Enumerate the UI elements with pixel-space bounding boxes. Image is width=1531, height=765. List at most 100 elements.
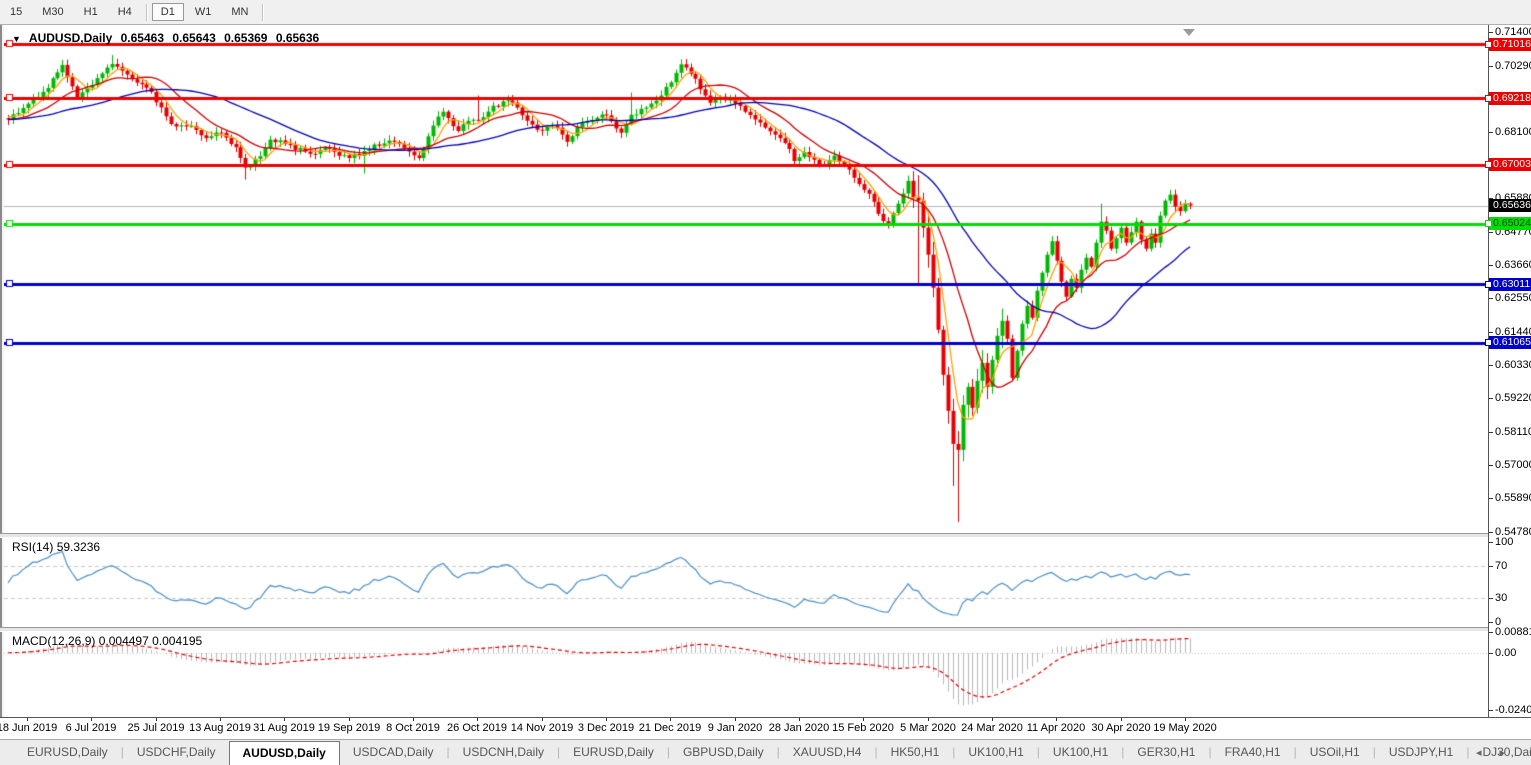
price-label-support: 0.65024	[1485, 217, 1531, 230]
main-price-chart[interactable]	[4, 27, 1488, 533]
time-axis-label: 28 Jan 2020	[768, 722, 830, 734]
price-axis-tick-label: 0.68100	[1495, 126, 1531, 138]
time-axis-tick-mark	[1121, 717, 1122, 721]
time-axis-tick-mark	[863, 717, 864, 721]
chart-tab-GER30-H1[interactable]: GER30,H1	[1137, 745, 1196, 759]
timeframe-button-D1[interactable]: D1	[151, 3, 184, 21]
timeframe-button-M30[interactable]: M30	[42, 6, 64, 18]
chart-tab-USDCHF-Daily[interactable]: USDCHF,Daily	[136, 745, 216, 759]
tab-separator: |	[1466, 745, 1470, 759]
price-axis-tick-label: 0.71400	[1495, 26, 1531, 38]
macd-name: MACD(12,26,9)	[12, 634, 96, 648]
chart-tab-UK100-H1[interactable]: UK100,H1	[968, 745, 1024, 759]
chart-tab-USDCNH-Daily[interactable]: USDCNH,Daily	[462, 745, 545, 759]
chart-tab-HK50-H1[interactable]: HK50,H1	[890, 745, 940, 759]
chart-tab-DJ30-Daily[interactable]: DJ30,Daily	[1482, 745, 1531, 759]
tab-separator: |	[557, 745, 561, 759]
time-axis-label: 21 Dec 2019	[638, 722, 702, 734]
time-axis-tick-mark	[349, 717, 350, 721]
chart-tab-EURUSD-Daily[interactable]: EURUSD,Daily	[27, 745, 108, 759]
price-axis-tick-label: 0.70290	[1495, 60, 1531, 72]
macd-signal-value: 0.004195	[152, 634, 203, 648]
tab-scroll-right-icon[interactable]: ▸	[1499, 747, 1523, 759]
chart-tab-UK100-H1[interactable]: UK100,H1	[1052, 745, 1109, 759]
macd-axis-tick-mark	[1489, 653, 1493, 654]
chart-tab-bar: EURUSD,Daily | USDCHF,Daily AUDUSD,Daily USD…	[0, 739, 1531, 765]
price-axis-tick-mark	[1489, 198, 1493, 199]
price-axis-tick-mark	[1489, 232, 1493, 233]
chart-symbol-label: AUDUSD,Daily	[28, 31, 113, 45]
price-axis-tick-label: 0.61440	[1495, 326, 1531, 338]
time-axis-tick-mark	[670, 717, 671, 721]
time-axis-label: 26 Oct 2019	[447, 722, 507, 734]
rsi-indicator-chart[interactable]	[4, 537, 1488, 627]
chart-dropdown-icon[interactable]: ▼	[12, 34, 21, 44]
price-label-resistance: 0.69218	[1485, 92, 1531, 105]
timeframe-button-H4[interactable]: H4	[117, 6, 132, 18]
timeframe-button-H1[interactable]: H1	[83, 6, 98, 18]
price-label-resistance: 0.71016	[1485, 38, 1531, 51]
line-handle-icon[interactable]	[1485, 220, 1492, 227]
price-axis-tick-mark	[1489, 132, 1493, 133]
tab-separator: |	[1372, 745, 1376, 759]
time-axis-tick-mark	[799, 717, 800, 721]
tab-separator: |	[120, 745, 124, 759]
chart-tab-GBPUSD-Daily[interactable]: GBPUSD,Daily	[682, 745, 764, 759]
ohlc-high: 0.65643	[172, 31, 216, 45]
time-axis-tick-mark	[992, 717, 993, 721]
chart-tab-EURUSD-Daily[interactable]: EURUSD,Daily	[573, 745, 654, 759]
rsi-axis-tick-label: 100	[1495, 536, 1514, 548]
time-axis-label: 5 Mar 2020	[900, 722, 956, 734]
toolbar-separator	[145, 3, 147, 21]
timeframe-button-MN[interactable]: MN	[231, 6, 249, 18]
macd-indicator-chart[interactable]	[4, 631, 1488, 717]
time-axis-tick-mark	[477, 717, 478, 721]
timeframe-button-W1[interactable]: W1	[194, 6, 212, 18]
price-label-support: 0.61065	[1485, 336, 1531, 349]
time-axis-tick-mark	[27, 717, 28, 721]
price-axis-tick-mark	[1489, 298, 1493, 299]
timeframe-button-15[interactable]: 15	[10, 6, 23, 18]
line-handle-icon[interactable]	[1485, 281, 1492, 288]
panel-splitter-rsi[interactable]	[0, 533, 1531, 538]
rsi-axis-tick-mark	[1489, 542, 1493, 543]
price-axis-tick-label: 0.55890	[1495, 492, 1531, 504]
chart-tab-USDJPY-H1[interactable]: USDJPY,H1	[1388, 745, 1454, 759]
tab-separator: |	[874, 745, 878, 759]
time-axis-tick-mark	[928, 717, 929, 721]
price-axis-tick-label: 0.58110	[1495, 426, 1531, 438]
rsi-axis-tick-mark	[1489, 566, 1493, 567]
chart-tab-XAUUSD-H4[interactable]: XAUUSD,H4	[792, 745, 862, 759]
time-axis-label: 11 Apr 2020	[1026, 722, 1086, 734]
macd-axis-tick-mark	[1489, 710, 1493, 711]
tab-separator: |	[1208, 745, 1212, 759]
macd-main-value: 0.004497	[98, 634, 149, 648]
line-handle-icon[interactable]	[1485, 41, 1492, 48]
chart-tab-AUDUSD-Daily[interactable]: AUDUSD,Daily	[228, 741, 340, 765]
line-handle-icon[interactable]	[1485, 161, 1492, 168]
price-axis[interactable]: 0.71400 0.70290 0.68100 0.65880 0.64770 0.636…	[1485, 25, 1531, 717]
time-axis-label: 3 Dec 2019	[577, 722, 635, 734]
toolbar-separator	[262, 3, 264, 21]
panel-splitter-macd[interactable]	[0, 627, 1531, 632]
time-axis-label: 14 Nov 2019	[510, 722, 574, 734]
rsi-title: RSI(14) 59.3236	[12, 540, 100, 554]
chart-tab-FRA40-H1[interactable]: FRA40,H1	[1224, 745, 1281, 759]
line-handle-icon[interactable]	[1485, 95, 1492, 102]
chart-shift-marker-icon[interactable]	[1183, 29, 1195, 36]
macd-axis-tick-label: 0.00	[1495, 647, 1517, 659]
line-handle-icon[interactable]	[1485, 339, 1492, 346]
time-axis-tick-mark	[606, 717, 607, 721]
price-axis-tick-label: 0.62550	[1495, 292, 1531, 304]
time-axis-label: 8 Oct 2019	[386, 722, 440, 734]
rsi-axis-tick-label: 0	[1495, 616, 1502, 628]
macd-axis-tick-label: 0.008815	[1495, 626, 1531, 638]
chart-tab-USDCAD-Daily[interactable]: USDCAD,Daily	[352, 745, 434, 759]
chart-tab-USOil-H1[interactable]: USOil,H1	[1309, 745, 1360, 759]
tab-scroll-left-icon[interactable]: ◂	[1475, 747, 1500, 759]
time-axis: 18 Jun 2019 6 Jul 2019 25 Jul 2019 13 Aug 2…	[0, 717, 1488, 739]
price-axis-tick-mark	[1489, 465, 1493, 466]
window-frame-left	[0, 25, 4, 739]
price-axis-tick-label: 0.54780	[1495, 526, 1531, 538]
